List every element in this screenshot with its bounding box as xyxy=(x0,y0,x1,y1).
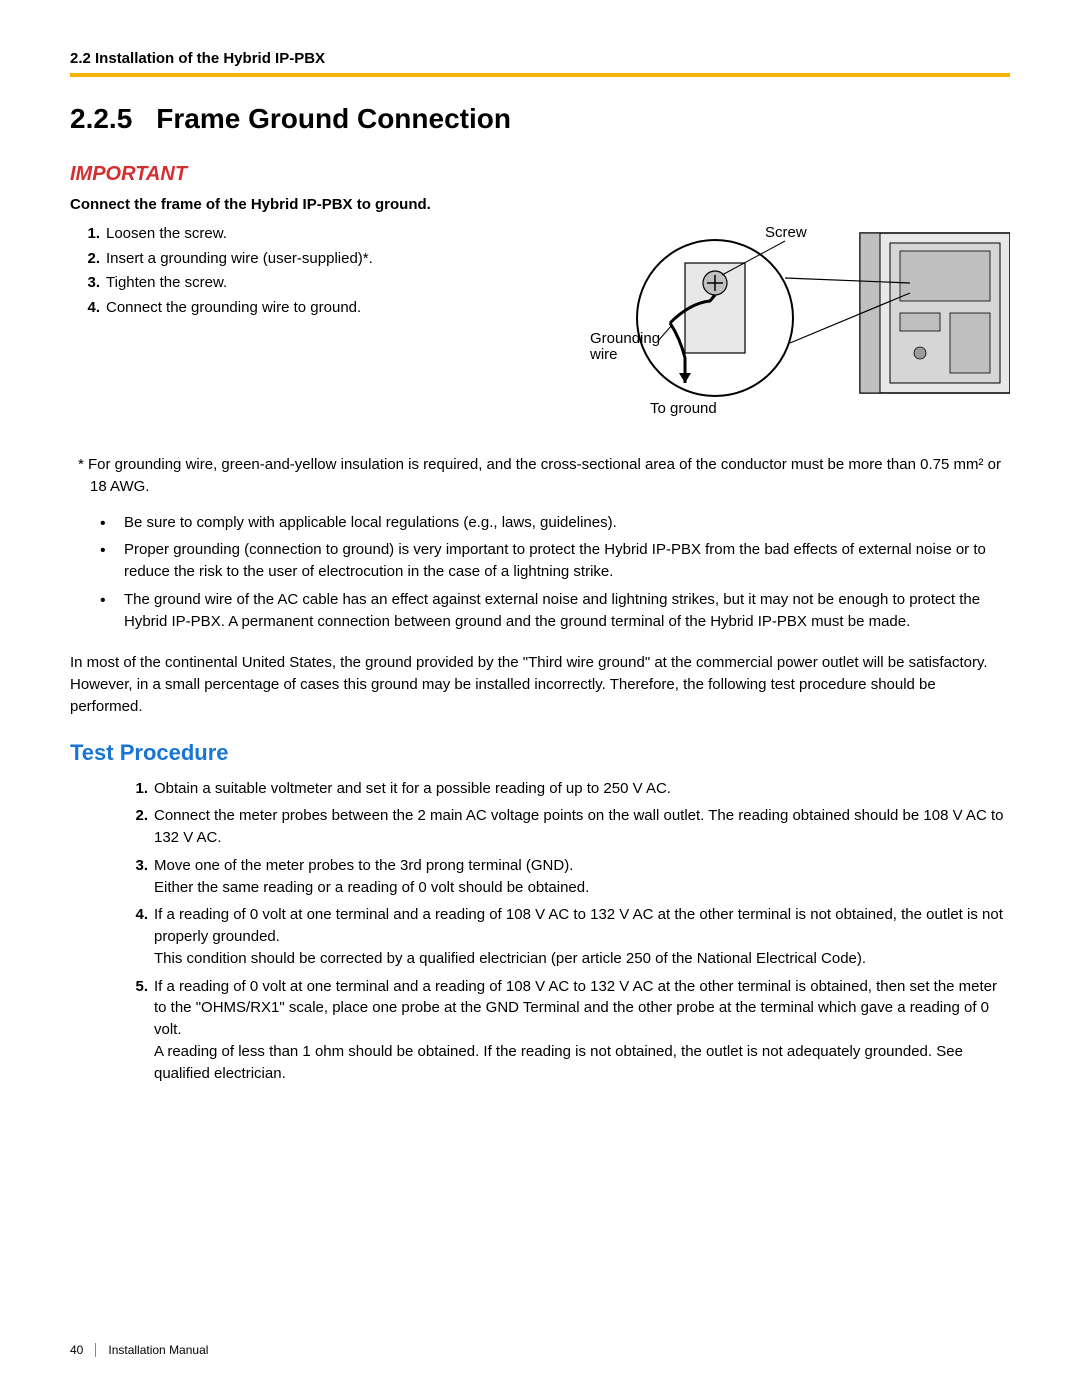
step-item: 3.Tighten the screw. xyxy=(106,272,570,295)
diagram-label-screw: Screw xyxy=(765,224,807,241)
diagram-column: Screw Grounding wire To ground xyxy=(590,223,1010,426)
test-step-text: If a reading of 0 volt at one terminal a… xyxy=(154,906,1003,967)
important-label: IMPORTANT xyxy=(70,163,1010,186)
test-step-item: 1.Obtain a suitable voltmeter and set it… xyxy=(154,778,1010,800)
instruction-row: 1.Loosen the screw. 2.Insert a grounding… xyxy=(70,223,1010,426)
header-breadcrumb: 2.2 Installation of the Hybrid IP-PBX xyxy=(70,50,1010,67)
diagram-label-to-ground: To ground xyxy=(650,400,717,417)
step-text: Tighten the screw. xyxy=(106,274,227,291)
steps-list: 1.Loosen the screw. 2.Insert a grounding… xyxy=(70,223,570,319)
step-item: 4.Connect the grounding wire to ground. xyxy=(106,297,570,320)
test-step-item: 4.If a reading of 0 volt at one terminal… xyxy=(154,904,1010,969)
test-step-text: If a reading of 0 volt at one terminal a… xyxy=(154,978,997,1082)
section-number: 2.2.5 xyxy=(70,103,132,135)
footer-divider xyxy=(95,1343,96,1357)
doc-title: Installation Manual xyxy=(108,1343,208,1357)
test-procedure-heading: Test Procedure xyxy=(70,740,1010,766)
step-text: Connect the grounding wire to ground. xyxy=(106,299,361,316)
page: 2.2 Installation of the Hybrid IP-PBX 2.… xyxy=(0,0,1080,1397)
step-item: 1.Loosen the screw. xyxy=(106,223,570,246)
test-step-item: 5.If a reading of 0 volt at one terminal… xyxy=(154,976,1010,1085)
step-text: Loosen the screw. xyxy=(106,225,227,242)
paragraph: In most of the continental United States… xyxy=(70,652,1010,717)
section-title: 2.2.5 Frame Ground Connection xyxy=(70,103,1010,135)
step-text: Insert a grounding wire (user-supplied)*… xyxy=(106,250,373,267)
bullet-item: Be sure to comply with applicable local … xyxy=(124,512,1010,534)
page-number: 40 xyxy=(70,1343,83,1357)
footer: 40 Installation Manual xyxy=(70,1343,208,1357)
test-step-text: Obtain a suitable voltmeter and set it f… xyxy=(154,780,671,797)
bullet-item: The ground wire of the AC cable has an e… xyxy=(124,589,1010,633)
step-item: 2.Insert a grounding wire (user-supplied… xyxy=(106,248,570,271)
connect-instruction: Connect the frame of the Hybrid IP-PBX t… xyxy=(70,196,1010,213)
test-step-text: Move one of the meter probes to the 3rd … xyxy=(154,857,589,896)
bullet-item: Proper grounding (connection to ground) … xyxy=(124,539,1010,583)
bullet-list: Be sure to comply with applicable local … xyxy=(70,512,1010,633)
test-step-item: 2.Connect the meter probes between the 2… xyxy=(154,805,1010,849)
footnote: * For grounding wire, green-and-yellow i… xyxy=(70,454,1010,498)
steps-column: 1.Loosen the screw. 2.Insert a grounding… xyxy=(70,223,570,426)
test-steps-list: 1.Obtain a suitable voltmeter and set it… xyxy=(70,778,1010,1085)
test-step-item: 3.Move one of the meter probes to the 3r… xyxy=(154,855,1010,899)
test-step-text: Connect the meter probes between the 2 m… xyxy=(154,807,1003,846)
header-rule xyxy=(70,73,1010,77)
section-title-text: Frame Ground Connection xyxy=(156,103,511,134)
ground-connection-diagram: Screw Grounding wire To ground xyxy=(590,223,1010,421)
